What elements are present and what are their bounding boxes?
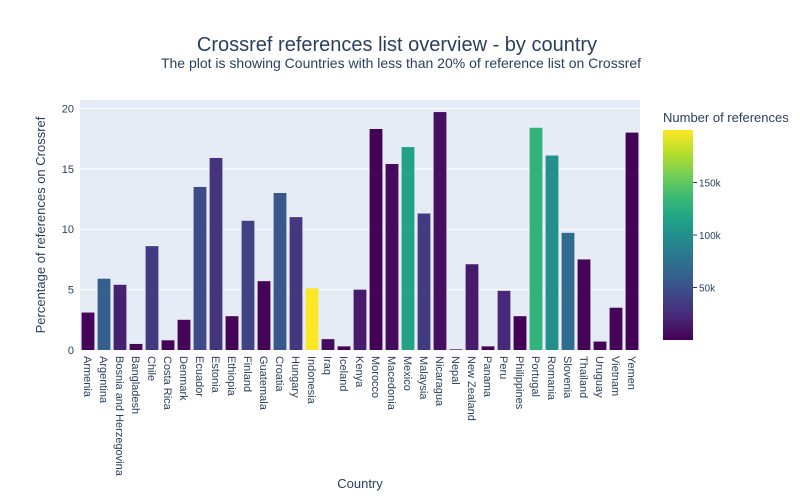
- y-tick-label: 0: [68, 345, 74, 357]
- colorbar-ticks: 50k 100k 150k: [693, 179, 722, 295]
- bar[interactable]: [513, 316, 527, 350]
- bar[interactable]: [353, 289, 367, 350]
- bar[interactable]: [289, 217, 303, 350]
- x-tick-label: Romania: [545, 356, 557, 401]
- bar[interactable]: [113, 284, 127, 350]
- bar[interactable]: [433, 112, 447, 350]
- bar[interactable]: [369, 128, 383, 350]
- bar[interactable]: [321, 339, 335, 350]
- bar[interactable]: [465, 264, 479, 350]
- y-axis-title: Percentage of references on Crossref: [33, 116, 48, 333]
- bar[interactable]: [497, 290, 511, 350]
- colorbar-tick-label: 150k: [699, 179, 722, 190]
- colorbar-title: Number of references: [663, 110, 789, 125]
- bar[interactable]: [625, 132, 639, 350]
- bar[interactable]: [609, 307, 623, 350]
- bar[interactable]: [401, 147, 415, 350]
- bar[interactable]: [129, 343, 143, 350]
- bar[interactable]: [305, 288, 319, 350]
- bar[interactable]: [529, 127, 543, 351]
- bar[interactable]: [209, 157, 223, 350]
- chart-title: Crossref references list overview - by c…: [197, 34, 597, 56]
- x-tick-label: Mexico: [401, 356, 413, 391]
- x-tick-label: Yemen: [625, 356, 637, 390]
- x-tick-label: Iceland: [337, 356, 349, 391]
- x-tick-label: Argentina: [97, 356, 109, 404]
- bar[interactable]: [385, 164, 399, 350]
- bar[interactable]: [449, 349, 463, 350]
- x-tick-label: Finland: [241, 356, 253, 392]
- x-tick-label: Kenya: [353, 356, 365, 388]
- x-tick-label: Ethiopia: [225, 356, 237, 397]
- bar[interactable]: [337, 346, 351, 350]
- bar[interactable]: [257, 281, 271, 350]
- x-tick-label: New Zealand: [465, 356, 477, 421]
- bar[interactable]: [577, 259, 591, 350]
- y-tick-label: 10: [62, 224, 74, 236]
- bars[interactable]: [81, 112, 639, 351]
- y-tick-label: 20: [62, 103, 74, 115]
- x-tick-label: Thailand: [577, 356, 589, 398]
- bar[interactable]: [273, 192, 287, 350]
- x-tick-label: Panama: [481, 356, 493, 398]
- x-tick-label: Morocco: [369, 356, 381, 398]
- x-tick-label: Estonia: [209, 356, 221, 394]
- x-tick-label: Vietnam: [609, 356, 621, 396]
- bar[interactable]: [417, 213, 431, 350]
- x-tick-label: Portugal: [529, 356, 541, 397]
- y-tick-label: 5: [68, 285, 74, 297]
- x-tick-label: Chile: [145, 356, 157, 381]
- bar[interactable]: [161, 340, 175, 350]
- x-tick-label: Armenia: [81, 356, 93, 398]
- y-tick-label: 15: [62, 164, 74, 176]
- x-tick-label: Peru: [497, 356, 509, 379]
- bar[interactable]: [545, 155, 559, 350]
- x-tick-label: Bangladesh: [129, 356, 141, 414]
- bar[interactable]: [481, 346, 495, 350]
- x-tick-label: Uruguay: [593, 356, 605, 398]
- x-tick-label: Guatemala: [257, 356, 269, 411]
- x-tick-label: Croatia: [273, 356, 285, 392]
- bar[interactable]: [241, 220, 255, 350]
- bar[interactable]: [225, 316, 239, 350]
- x-tick-label: Costa Rica: [161, 356, 173, 411]
- x-tick-label: Slovenia: [561, 356, 573, 399]
- x-tick-label: Ecuador: [193, 356, 205, 397]
- x-tick-label: Bosnia and Herzegovina: [113, 356, 125, 477]
- bar[interactable]: [177, 319, 191, 350]
- x-tick-label: Hungary: [289, 356, 301, 398]
- x-tick-label: Philippines: [513, 356, 525, 410]
- y-tick-labels: 0 5 10 15 20: [62, 103, 74, 357]
- x-tick-label: Iraq: [321, 356, 333, 375]
- bar[interactable]: [81, 312, 95, 350]
- bar[interactable]: [145, 246, 159, 350]
- colorbar-tick-label: 50k: [699, 284, 716, 295]
- bar[interactable]: [97, 278, 111, 350]
- x-tick-labels: Armenia Argentina Bosnia and Herzegovina Ba…: [81, 356, 637, 477]
- bar[interactable]: [193, 186, 207, 350]
- chart-subtitle: The plot is showing Countries with less …: [161, 55, 641, 71]
- x-tick-label: Nepal: [449, 356, 461, 385]
- x-tick-label: Nicaragua: [433, 356, 445, 407]
- colorbar-tick-label: 100k: [699, 231, 722, 242]
- colorbar: [663, 130, 693, 340]
- x-tick-label: Indonesia: [305, 356, 317, 405]
- bar[interactable]: [561, 232, 575, 350]
- bar[interactable]: [593, 341, 607, 350]
- x-axis-title: Country: [337, 476, 383, 491]
- x-tick-label: Macedonia: [385, 356, 397, 411]
- x-tick-label: Denmark: [177, 356, 189, 401]
- x-tick-label: Malaysia: [417, 356, 429, 400]
